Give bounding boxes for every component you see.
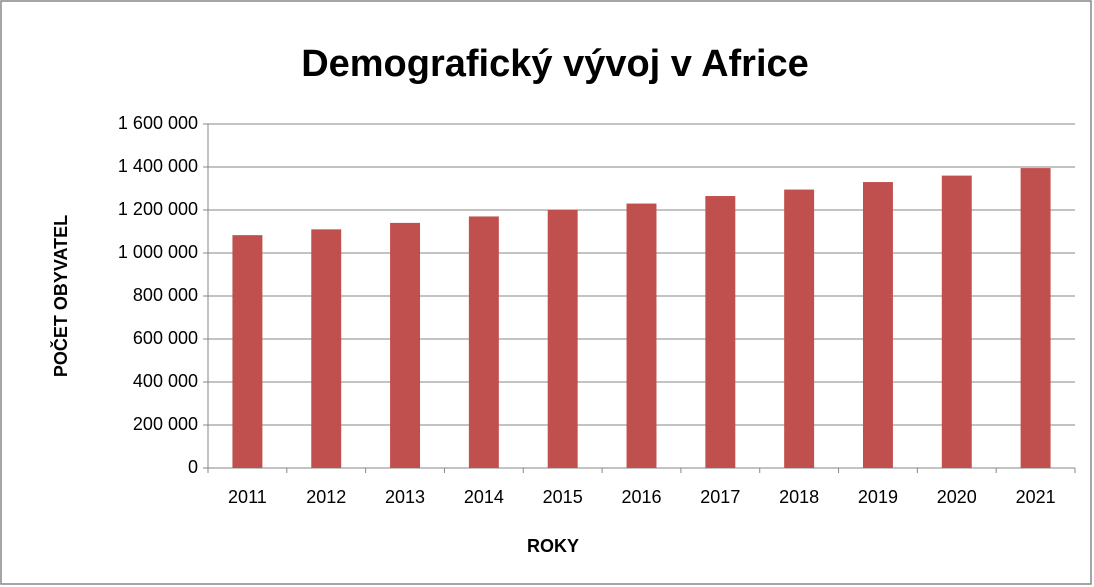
x-axis-title: ROKY [527, 536, 579, 556]
y-tick-label: 800 000 [133, 285, 198, 305]
y-tick-label: 400 000 [133, 371, 198, 391]
chart-title: Demografický vývoj v Africe [301, 43, 809, 85]
bar [311, 229, 342, 468]
y-tick-label: 200 000 [133, 414, 198, 434]
x-tick-label: 2019 [858, 487, 898, 507]
y-tick-label: 1 600 000 [118, 113, 198, 133]
x-tick-label: 2013 [385, 487, 425, 507]
x-tick-label: 2012 [306, 487, 346, 507]
y-tick-label: 1 400 000 [118, 156, 198, 176]
x-tick-label: 2017 [700, 487, 740, 507]
bar [390, 222, 421, 468]
x-tick-label: 2021 [1016, 487, 1056, 507]
bar [547, 210, 578, 468]
bar [468, 216, 499, 468]
bar [1020, 168, 1051, 468]
bar [862, 182, 893, 469]
x-tick-label: 2016 [621, 487, 661, 507]
bar [232, 235, 263, 468]
y-tick-label: 1 200 000 [118, 199, 198, 219]
y-tick-label: 1 000 000 [118, 242, 198, 262]
bar [941, 175, 972, 468]
x-tick-label: 2018 [779, 487, 819, 507]
y-tick-label: 0 [188, 457, 198, 477]
x-tick-label: 2015 [543, 487, 583, 507]
y-axis-title: POČET OBYVATEL [50, 215, 71, 377]
bar [705, 196, 736, 468]
bar [784, 189, 815, 468]
x-tick-label: 2011 [228, 487, 267, 507]
y-tick-label: 600 000 [133, 328, 198, 348]
bar [626, 203, 657, 469]
x-tick-label: 2020 [937, 487, 977, 507]
x-tick-label: 2014 [464, 487, 504, 507]
